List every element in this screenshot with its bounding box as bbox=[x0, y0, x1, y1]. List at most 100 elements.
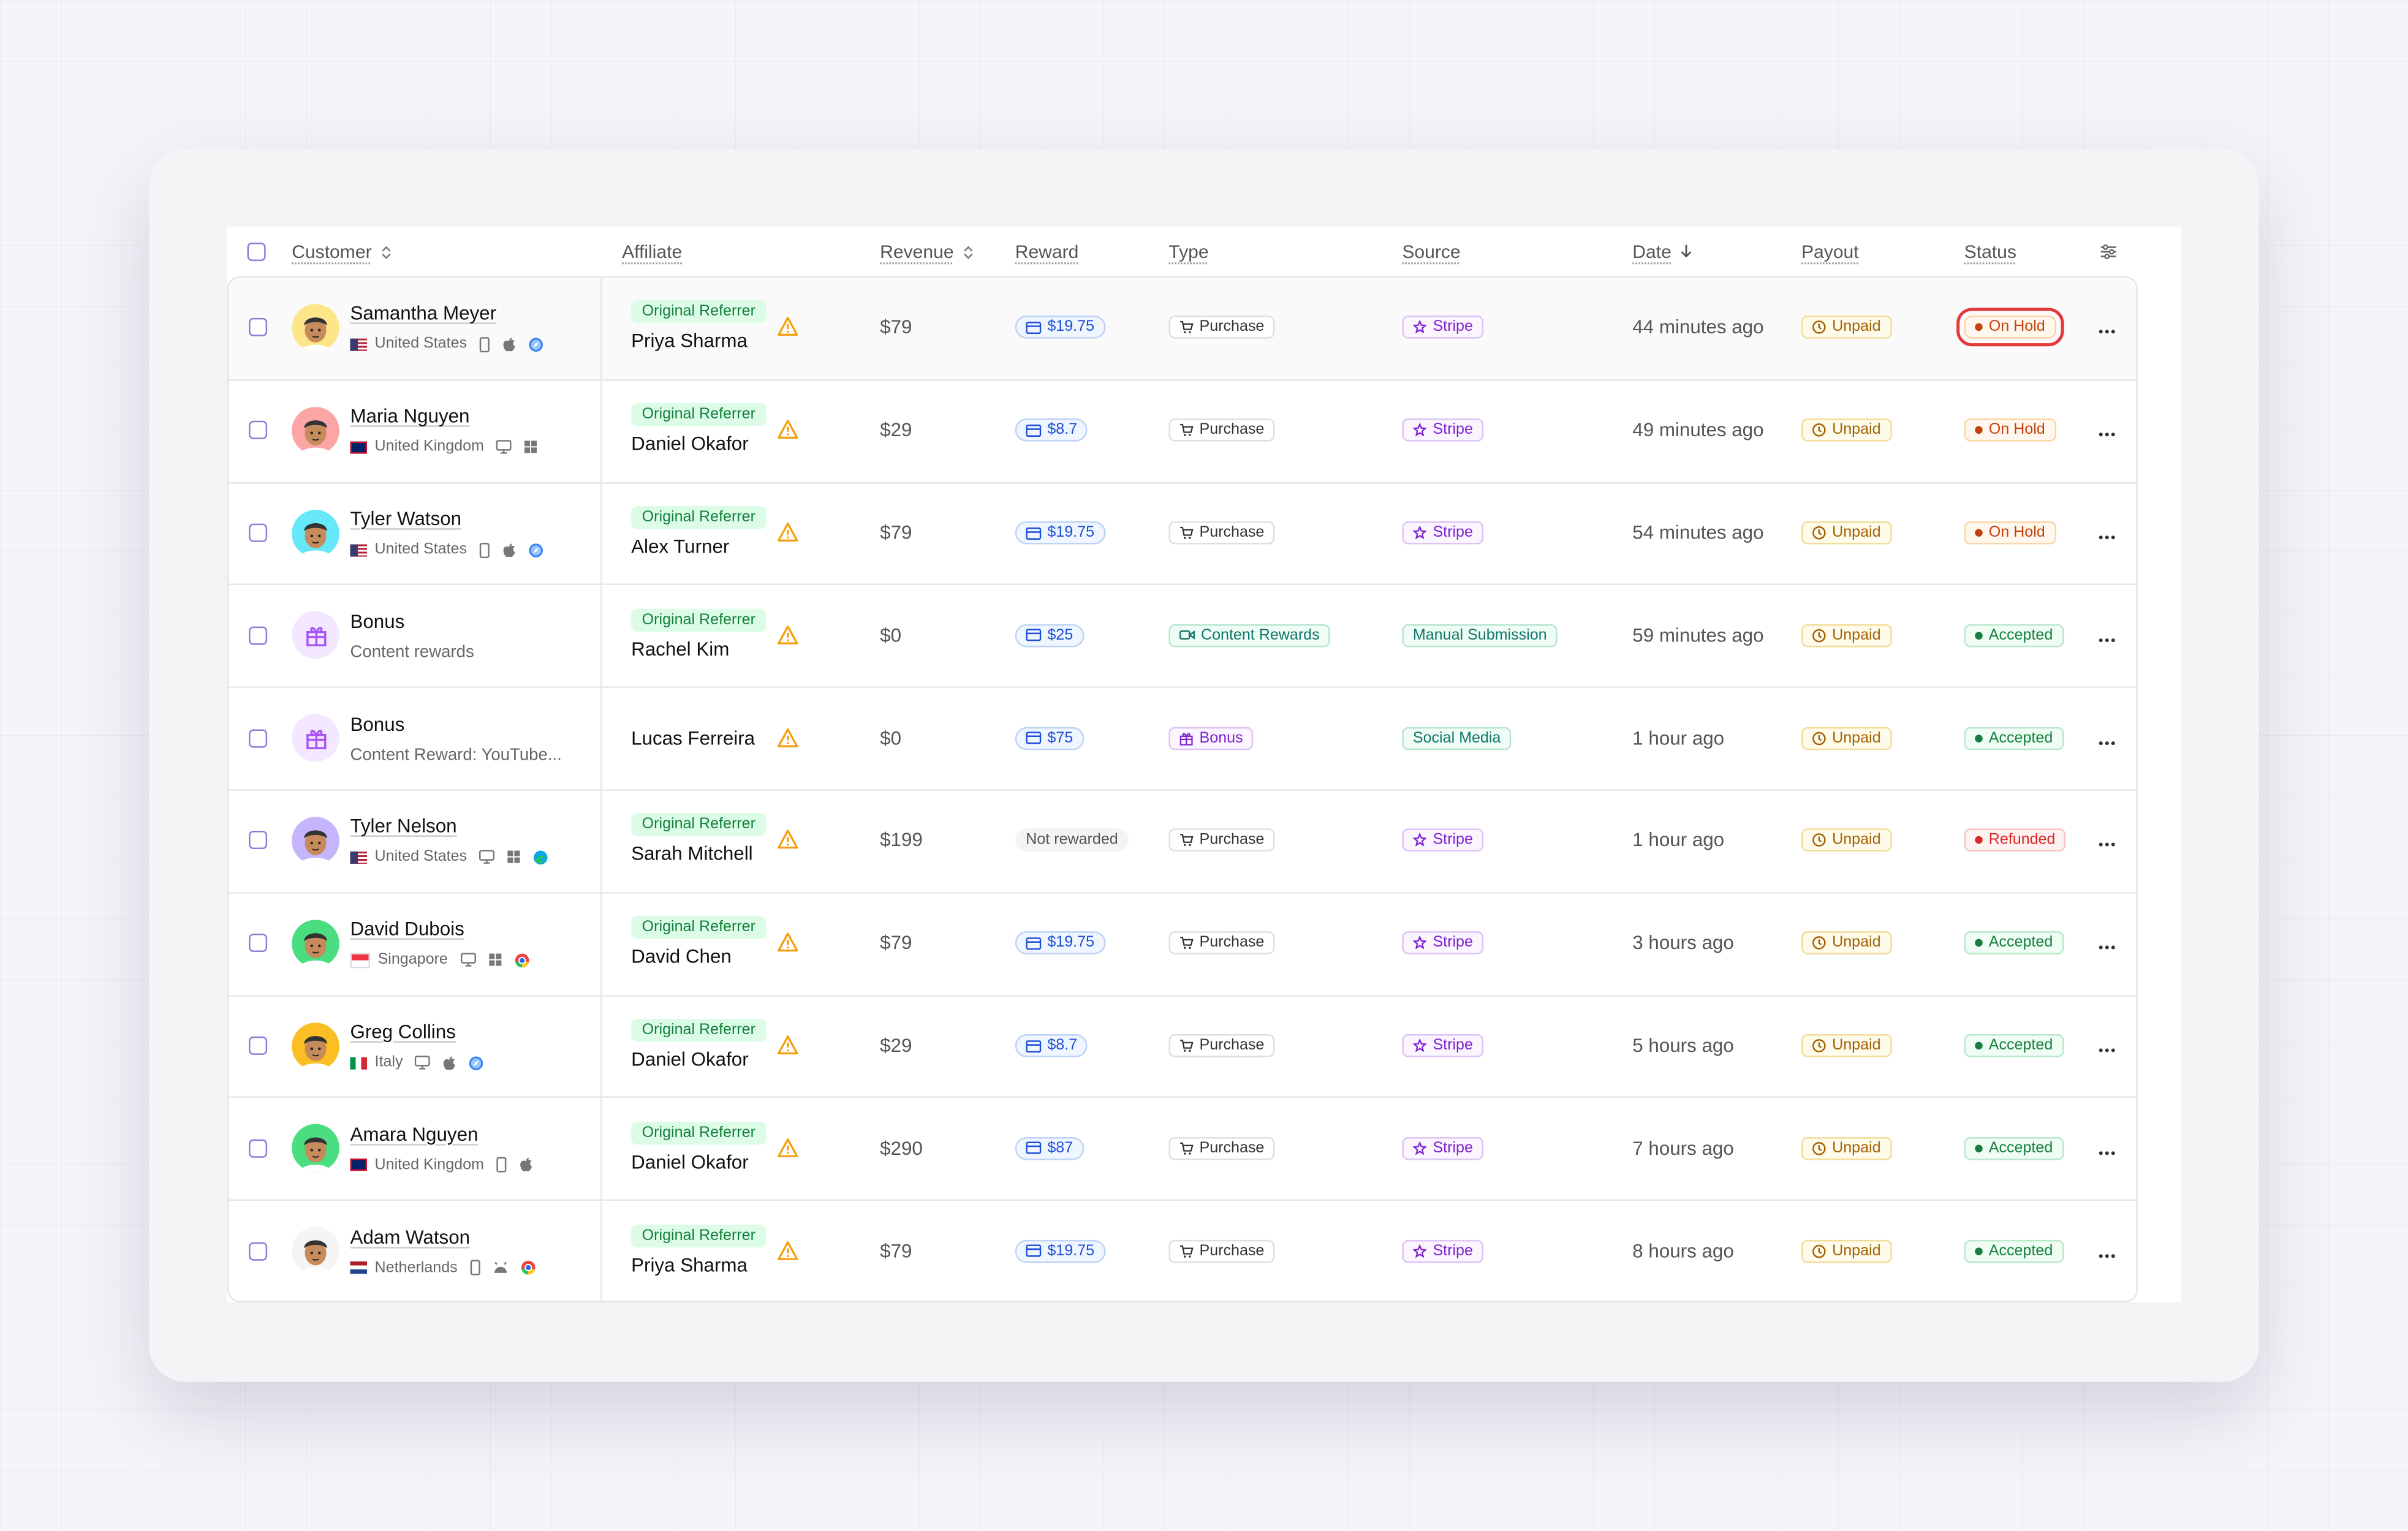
payout-icon bbox=[1812, 1244, 1827, 1258]
warning-icon bbox=[777, 420, 798, 440]
row-checkbox[interactable] bbox=[249, 318, 268, 337]
payout-text: Unpaid bbox=[1832, 319, 1881, 336]
customer-name[interactable]: Amara Nguyen bbox=[350, 1124, 479, 1146]
payout-icon bbox=[1812, 423, 1827, 437]
type-icon bbox=[1179, 1244, 1194, 1258]
customer-name[interactable]: Tyler Nelson bbox=[350, 815, 457, 837]
date: 3 hours ago bbox=[1632, 932, 1734, 954]
reward-text: $8.7 bbox=[1047, 1037, 1078, 1054]
row-actions[interactable] bbox=[2098, 1239, 2116, 1263]
date: 7 hours ago bbox=[1632, 1137, 1734, 1159]
customer-name[interactable]: Samantha Meyer bbox=[350, 303, 497, 325]
reward: $19.75 bbox=[1015, 521, 1105, 545]
type: Purchase bbox=[1168, 1034, 1275, 1057]
reward: $75 bbox=[1015, 726, 1084, 750]
reward-text: $19.75 bbox=[1047, 319, 1095, 336]
reward-text: $8.7 bbox=[1047, 421, 1078, 439]
column-header[interactable]: Type bbox=[1168, 241, 1209, 263]
row-checkbox[interactable] bbox=[249, 1036, 268, 1055]
row-actions[interactable] bbox=[2098, 1034, 2116, 1058]
status-text: Accepted bbox=[1988, 1242, 2053, 1260]
customer-name[interactable]: Adam Watson bbox=[350, 1226, 471, 1248]
source-text: Stripe bbox=[1433, 832, 1473, 849]
reward-icon bbox=[1026, 629, 1042, 642]
row-checkbox[interactable] bbox=[249, 421, 268, 440]
column-header[interactable]: Date bbox=[1632, 241, 1672, 263]
row-actions[interactable] bbox=[2098, 623, 2116, 648]
face bbox=[299, 317, 332, 352]
select-all-checkbox[interactable] bbox=[247, 243, 266, 262]
customer-name[interactable]: Greg Collins bbox=[350, 1021, 456, 1043]
warning-icon bbox=[777, 932, 798, 953]
row-actions[interactable] bbox=[2098, 725, 2116, 750]
customer-name[interactable]: Tyler Watson bbox=[350, 508, 462, 530]
status: Accepted bbox=[1964, 1034, 2064, 1057]
dots bbox=[2099, 433, 2115, 437]
row-divider bbox=[229, 1199, 2137, 1201]
row-actions[interactable] bbox=[2098, 316, 2116, 340]
column-header[interactable]: Revenue bbox=[880, 241, 954, 263]
device-icon bbox=[488, 953, 502, 967]
row-actions[interactable] bbox=[2098, 828, 2116, 853]
status-text: Accepted bbox=[1988, 627, 2053, 644]
column-header[interactable]: Customer bbox=[292, 241, 372, 263]
status: Accepted bbox=[1964, 1239, 2064, 1263]
column-header[interactable]: Affiliate bbox=[622, 241, 683, 263]
source-text: Stripe bbox=[1433, 1242, 1473, 1260]
row-actions[interactable] bbox=[2098, 1136, 2116, 1160]
device-icon bbox=[479, 542, 490, 558]
source: Stripe bbox=[1402, 1034, 1484, 1057]
column-header[interactable]: Source bbox=[1402, 241, 1461, 263]
gift-icon bbox=[305, 625, 327, 646]
date: 8 hours ago bbox=[1632, 1240, 1734, 1262]
column-header[interactable]: Reward bbox=[1015, 241, 1079, 263]
row-checkbox[interactable] bbox=[249, 523, 268, 542]
row-checkbox[interactable] bbox=[249, 934, 268, 953]
type-icon bbox=[1179, 526, 1194, 540]
detail-text: Netherlands bbox=[374, 1259, 458, 1277]
row-actions[interactable] bbox=[2098, 931, 2116, 955]
status-dot bbox=[1975, 529, 1983, 537]
face bbox=[299, 522, 332, 557]
row-checkbox[interactable] bbox=[249, 1139, 268, 1158]
source-icon bbox=[1412, 1141, 1427, 1155]
row-actions[interactable] bbox=[2098, 521, 2116, 545]
payout: Unpaid bbox=[1801, 624, 1892, 647]
reward: $19.75 bbox=[1015, 316, 1105, 339]
status-text: Accepted bbox=[1988, 934, 2053, 952]
source-icon bbox=[1412, 1244, 1427, 1258]
customer-detail: United Kingdom bbox=[350, 439, 537, 456]
type-text: Purchase bbox=[1199, 934, 1265, 952]
column-header[interactable]: Payout bbox=[1801, 241, 1859, 263]
warning-icon bbox=[777, 522, 798, 542]
source-text: Manual Submission bbox=[1412, 627, 1547, 644]
column-settings[interactable] bbox=[2099, 243, 2118, 261]
device-icon bbox=[520, 1157, 534, 1173]
row-checkbox[interactable] bbox=[249, 626, 268, 645]
customer-name[interactable]: David Dubois bbox=[350, 918, 464, 940]
payout-text: Unpaid bbox=[1832, 524, 1881, 542]
column-header[interactable]: Status bbox=[1964, 241, 2016, 263]
source-icon bbox=[1412, 526, 1427, 540]
row-actions[interactable] bbox=[2098, 418, 2116, 442]
row-checkbox[interactable] bbox=[249, 831, 268, 850]
face bbox=[299, 1240, 332, 1275]
row-checkbox[interactable] bbox=[249, 1241, 268, 1260]
source: Stripe bbox=[1402, 931, 1484, 955]
device-icon bbox=[533, 850, 548, 865]
reward-icon bbox=[1026, 1039, 1042, 1052]
row-divider bbox=[229, 994, 2137, 996]
avatar bbox=[292, 303, 339, 352]
type-text: Purchase bbox=[1199, 1037, 1265, 1054]
flag bbox=[350, 440, 368, 453]
warning-icon bbox=[777, 1138, 798, 1158]
customer-name[interactable]: Maria Nguyen bbox=[350, 406, 470, 428]
type-text: Purchase bbox=[1199, 421, 1265, 439]
status: Accepted bbox=[1964, 624, 2064, 647]
dots bbox=[2099, 945, 2115, 950]
dots bbox=[2099, 1048, 2115, 1053]
row-checkbox[interactable] bbox=[249, 728, 268, 747]
type-icon bbox=[1179, 731, 1194, 745]
payout: Unpaid bbox=[1801, 931, 1892, 955]
